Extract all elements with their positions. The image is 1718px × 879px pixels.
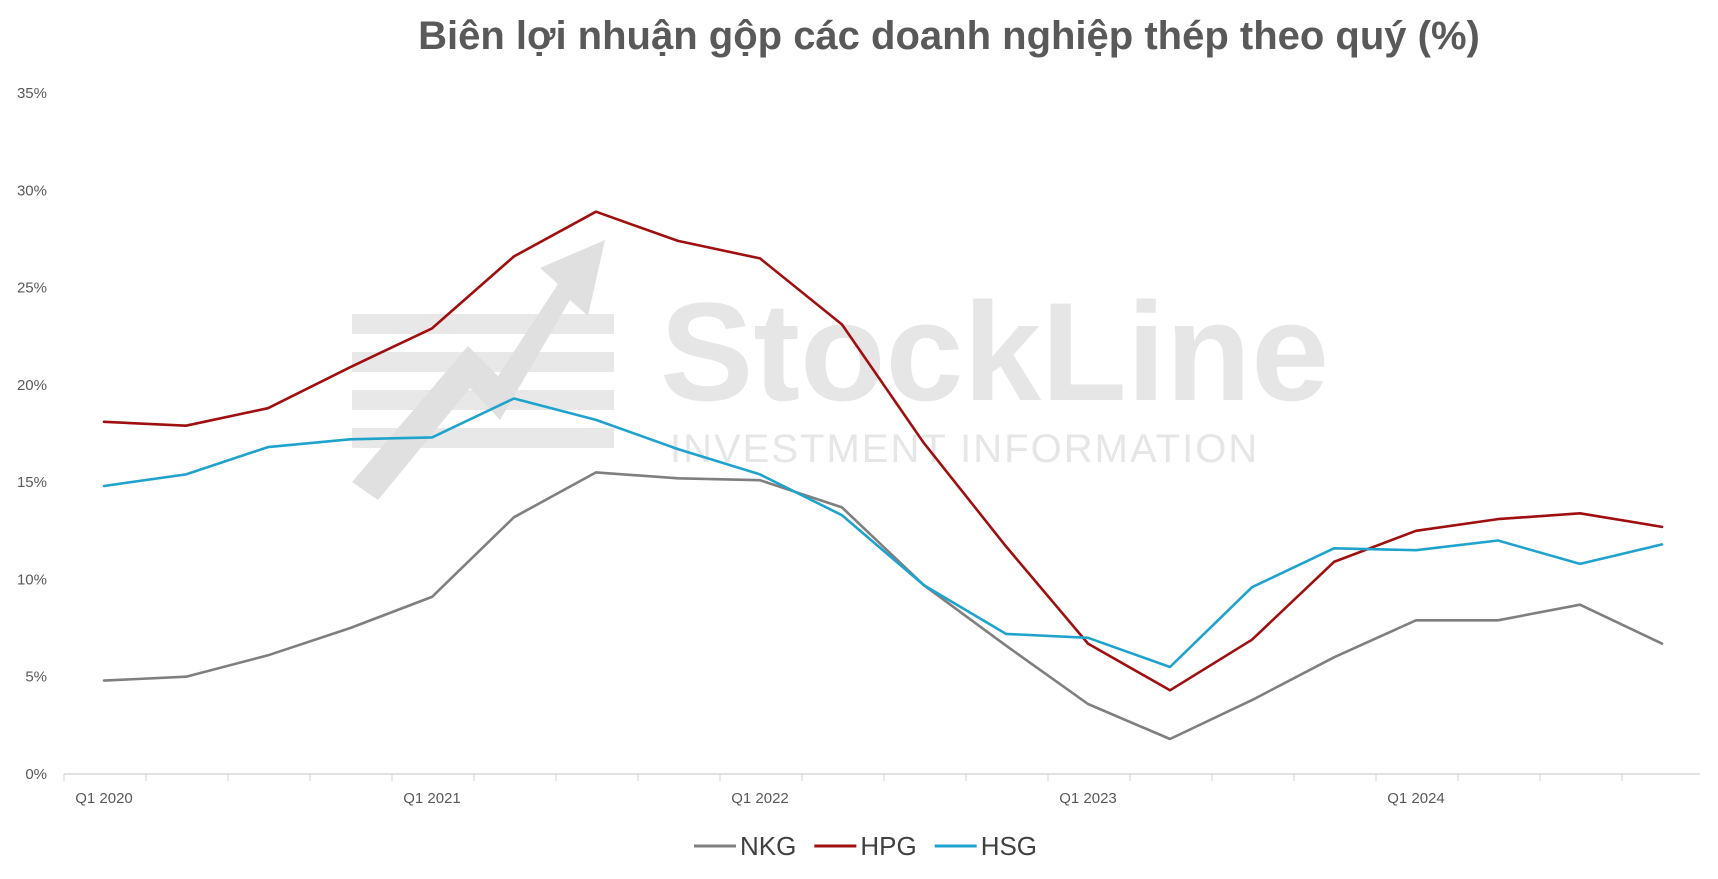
y-axis: 0% 5% 10% 15% 20% 25% 30% 35% bbox=[17, 85, 47, 783]
watermark-logo-icon bbox=[352, 240, 614, 500]
y-tick-label: 20% bbox=[17, 377, 47, 394]
legend: NKG HPG HSG bbox=[694, 831, 1037, 861]
x-tick-label: Q1 2024 bbox=[1387, 790, 1445, 807]
legend-label-hpg: HPG bbox=[860, 831, 916, 861]
y-tick-label: 35% bbox=[17, 85, 47, 102]
series-line-hpg bbox=[102, 210, 1664, 692]
x-tick-label: Q1 2021 bbox=[403, 790, 461, 807]
watermark-tagline: INVESTMENT INFORMATION bbox=[670, 427, 1259, 471]
watermark: StockLine INVESTMENT INFORMATION bbox=[352, 240, 1329, 500]
legend-label-nkg: NKG bbox=[740, 831, 796, 861]
watermark-brand: StockLine bbox=[660, 273, 1329, 430]
x-axis: Q1 2020 Q1 2021 Q1 2022 Q1 2023 Q1 2024 bbox=[63, 773, 1700, 807]
x-tick-label: Q1 2023 bbox=[1059, 790, 1117, 807]
y-tick-label: 0% bbox=[25, 766, 47, 783]
legend-label-hsg: HSG bbox=[981, 831, 1037, 861]
chart-title: Biên lợi nhuận gộp các doanh nghiệp thép… bbox=[418, 14, 1480, 58]
y-tick-label: 30% bbox=[17, 182, 47, 199]
x-tick-label: Q1 2022 bbox=[731, 790, 789, 807]
y-tick-label: 25% bbox=[17, 280, 47, 297]
series-layer bbox=[102, 210, 1664, 741]
y-tick-label: 5% bbox=[25, 669, 47, 686]
series-line-hsg bbox=[102, 397, 1664, 669]
x-tick-label: Q1 2020 bbox=[75, 790, 133, 807]
y-tick-label: 15% bbox=[17, 474, 47, 491]
series-line-nkg bbox=[102, 471, 1664, 741]
y-tick-label: 10% bbox=[17, 571, 47, 588]
